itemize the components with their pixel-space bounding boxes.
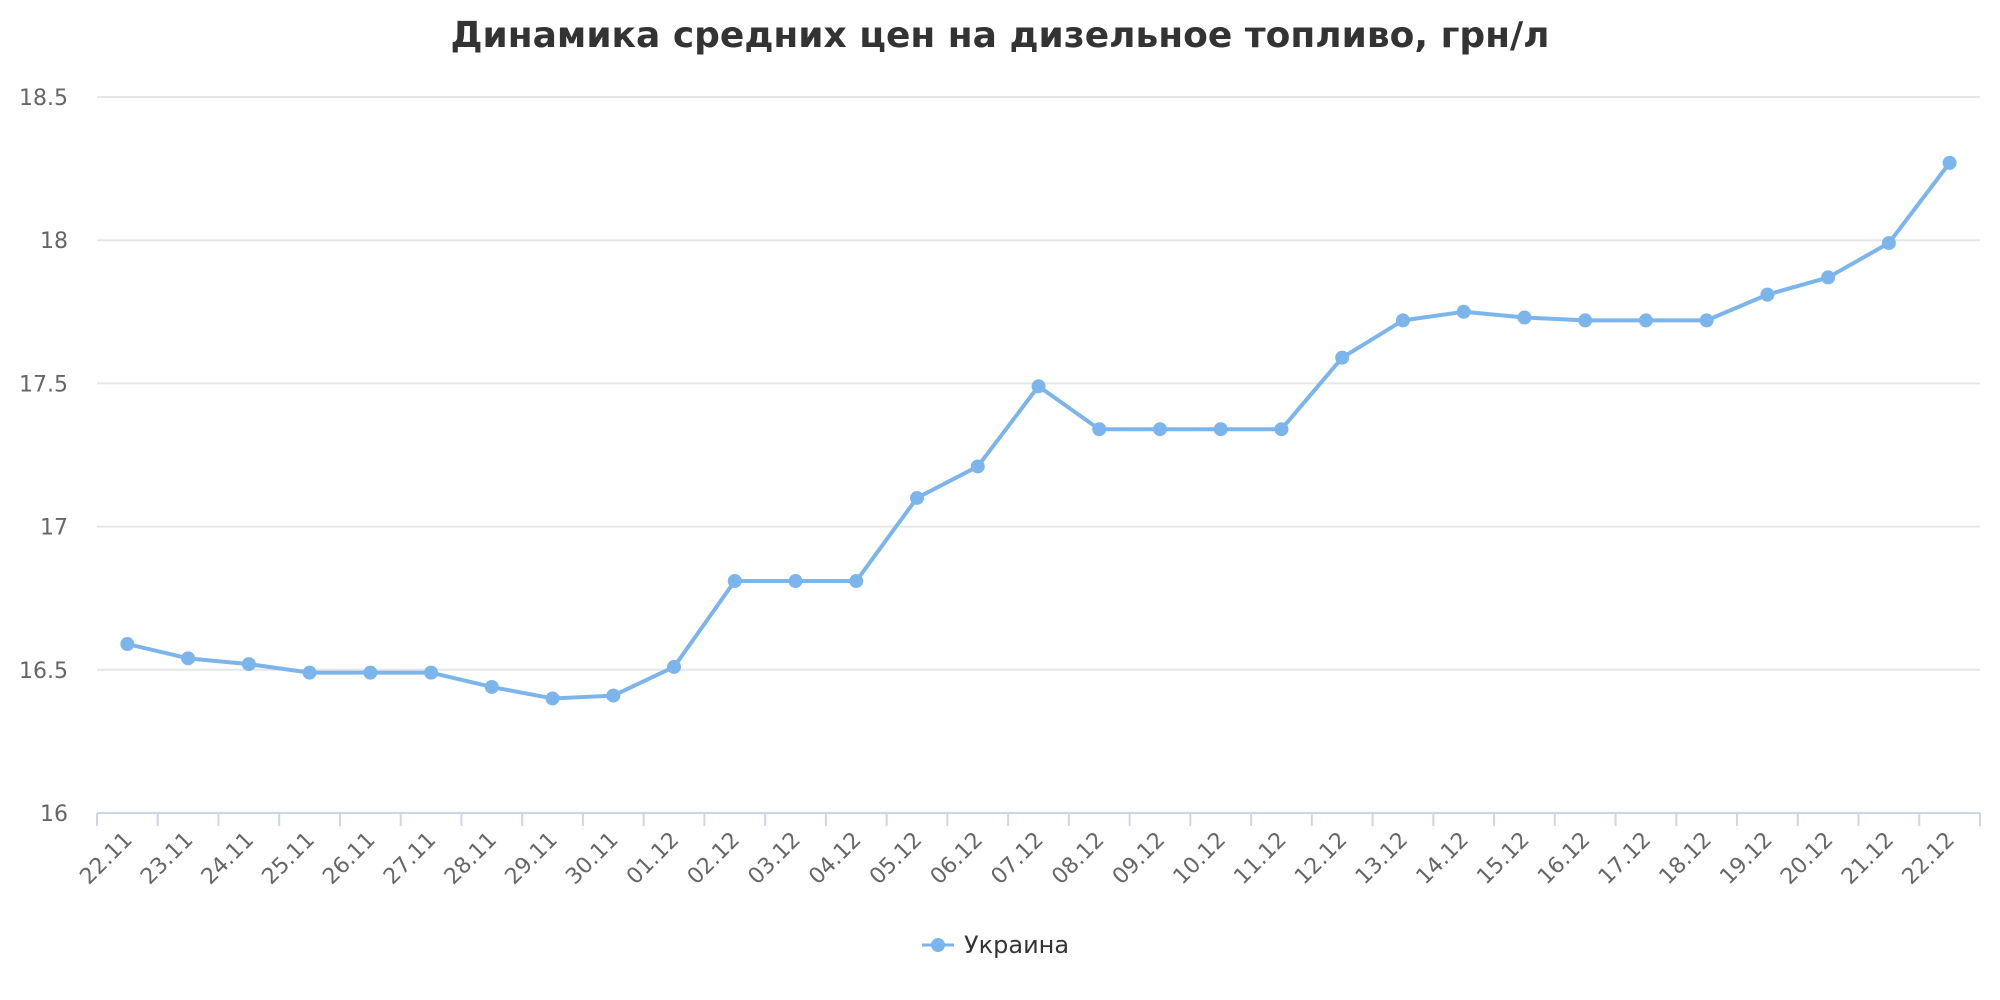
legend[interactable]: Украина <box>922 931 1069 959</box>
x-tick-label: 02.12 <box>683 828 745 890</box>
data-point[interactable] <box>1760 287 1775 302</box>
data-point[interactable] <box>1395 313 1410 328</box>
data-point[interactable] <box>302 665 317 680</box>
x-tick-label: 09.12 <box>1108 828 1170 890</box>
x-tick-label: 20.12 <box>1776 828 1838 890</box>
y-axis: 16 16.5 17 17.5 18 18.5 <box>19 86 68 827</box>
series-line <box>125 160 1952 701</box>
chart-title: Динамика средних цен на дизельное топлив… <box>450 15 1549 56</box>
data-point[interactable] <box>1335 350 1350 365</box>
x-tick-label: 06.12 <box>926 828 988 890</box>
data-point[interactable] <box>606 688 621 703</box>
data-point[interactable] <box>1942 155 1957 170</box>
x-tick-label: 25.11 <box>258 828 320 890</box>
data-point[interactable] <box>1456 304 1471 319</box>
x-tick-label: 26.11 <box>318 828 380 890</box>
data-point[interactable] <box>849 574 864 589</box>
x-tick-label: 10.12 <box>1169 828 1231 890</box>
x-tick-label: 30.11 <box>561 828 623 890</box>
data-point[interactable] <box>1152 422 1167 437</box>
legend-dot-marker <box>931 938 945 952</box>
data-point[interactable] <box>1699 313 1714 328</box>
x-tick-label: 24.11 <box>197 828 259 890</box>
data-point[interactable] <box>1274 422 1289 437</box>
x-tick-label: 18.12 <box>1655 828 1717 890</box>
data-point[interactable] <box>181 651 196 666</box>
data-point[interactable] <box>241 657 256 672</box>
y-tick-label: 17 <box>40 516 68 541</box>
data-point[interactable] <box>1881 236 1896 251</box>
data-point[interactable] <box>545 691 560 706</box>
x-tick-label: 16.12 <box>1533 828 1595 890</box>
x-tick-label: 14.12 <box>1412 828 1474 890</box>
x-tick-label: 28.11 <box>440 828 502 890</box>
x-tick-label: 05.12 <box>865 828 927 890</box>
x-tick-label: 07.12 <box>987 828 1049 890</box>
x-tick-label: 23.11 <box>136 828 198 890</box>
x-tick-label: 03.12 <box>744 828 806 890</box>
x-tick-label: 04.12 <box>804 828 866 890</box>
x-tick-label: 22.11 <box>75 828 137 890</box>
x-tick-label: 19.12 <box>1715 828 1777 890</box>
data-point[interactable] <box>1213 422 1228 437</box>
data-point[interactable] <box>727 574 742 589</box>
x-tick-label: 12.12 <box>1290 828 1352 890</box>
x-tick-label: 21.12 <box>1837 828 1899 890</box>
x-tick-label: 29.11 <box>501 828 563 890</box>
x-tick-label: 17.12 <box>1594 828 1656 890</box>
data-point[interactable] <box>1092 422 1107 437</box>
x-tick-label: 15.12 <box>1472 828 1534 890</box>
data-point[interactable] <box>1638 313 1653 328</box>
series-plot <box>120 155 1957 706</box>
x-axis: 22.1123.1124.1125.1126.1127.1128.1129.11… <box>75 812 1981 890</box>
y-tick-label: 18.5 <box>19 86 68 111</box>
data-point[interactable] <box>1031 379 1046 394</box>
y-tick-label: 17.5 <box>19 372 68 397</box>
y-tick-label: 16.5 <box>19 659 68 684</box>
data-point[interactable] <box>1578 313 1593 328</box>
data-point[interactable] <box>484 679 499 694</box>
y-tick-label: 16 <box>40 802 68 827</box>
x-tick-label: 11.12 <box>1229 828 1291 890</box>
data-point[interactable] <box>120 637 135 652</box>
data-point[interactable] <box>667 659 682 674</box>
data-point[interactable] <box>1821 270 1836 285</box>
x-tick-label: 01.12 <box>622 828 684 890</box>
data-point[interactable] <box>1517 310 1532 325</box>
data-point[interactable] <box>788 574 803 589</box>
data-point[interactable] <box>363 665 378 680</box>
x-tick-label: 27.11 <box>379 828 441 890</box>
x-tick-label: 13.12 <box>1351 828 1413 890</box>
y-tick-label: 18 <box>40 229 68 254</box>
x-tick-label: 22.12 <box>1898 828 1960 890</box>
x-tick-label: 08.12 <box>1047 828 1109 890</box>
data-point[interactable] <box>970 459 985 474</box>
data-point[interactable] <box>424 665 439 680</box>
legend-label-ukraine[interactable]: Украина <box>964 931 1069 959</box>
data-point[interactable] <box>910 490 925 505</box>
